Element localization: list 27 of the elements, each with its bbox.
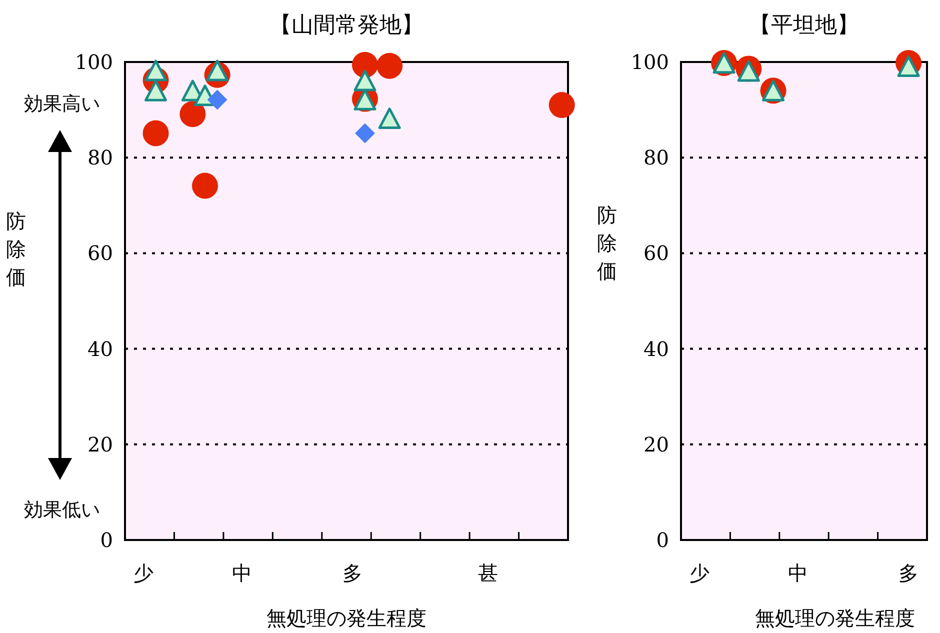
y-tick-label: 100 xyxy=(630,50,669,74)
x-tick-label: 少 xyxy=(689,561,710,585)
y-tick-label: 20 xyxy=(88,432,113,456)
y-axis-title: 防除価 xyxy=(597,203,617,283)
chart-title: 【山間常発地】 xyxy=(270,13,424,38)
x-tick-label: 多 xyxy=(898,561,919,585)
y-tick-label: 100 xyxy=(74,50,113,74)
text: 効果高い xyxy=(24,93,100,115)
y-tick-label: 40 xyxy=(644,336,669,361)
y-tick-label: 60 xyxy=(644,241,669,266)
y-tick-label: 20 xyxy=(644,432,669,456)
x-tick-label: 甚 xyxy=(478,561,498,585)
y-tick-label: 0 xyxy=(100,528,113,552)
y-tick-label: 60 xyxy=(88,241,113,266)
y-axis-title: 防除価 xyxy=(6,209,26,289)
x-axis-title: 無処理の発生程度 xyxy=(755,606,915,630)
y-tick-label: 80 xyxy=(644,146,669,170)
chart-title: 【平坦地】 xyxy=(749,13,859,38)
y-tick-label: 80 xyxy=(88,146,113,170)
x-tick-label: 中 xyxy=(788,561,808,585)
x-tick-label: 多 xyxy=(342,561,363,585)
y-tick-label: 40 xyxy=(88,336,113,361)
y-tick-label: 0 xyxy=(656,528,669,552)
x-axis-title: 無処理の発生程度 xyxy=(266,606,426,630)
x-tick-label: 少 xyxy=(133,561,154,585)
text: 効果低い xyxy=(24,499,100,521)
x-tick-label: 中 xyxy=(232,561,252,585)
